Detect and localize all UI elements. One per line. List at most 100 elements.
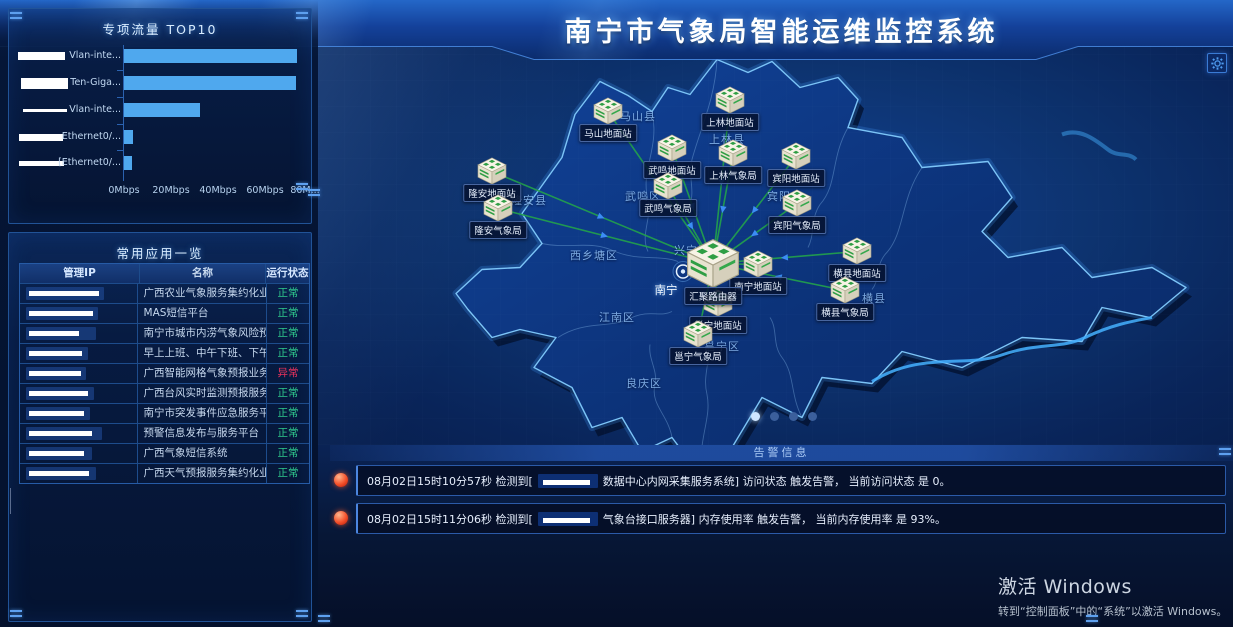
link-arrow [751, 205, 759, 214]
station-marker[interactable] [830, 276, 860, 308]
switch-icon [686, 238, 740, 288]
ip-redaction-bar [29, 431, 92, 436]
table-row[interactable]: 预警信息发布与服务平台（... 正常 [20, 423, 309, 443]
station-marker[interactable] [842, 237, 872, 269]
bar [124, 49, 297, 63]
table-row[interactable]: 广西气象短信系统 正常 [20, 443, 309, 463]
bar [124, 130, 134, 144]
ip-redaction [26, 407, 90, 420]
carousel-dot[interactable] [751, 412, 760, 421]
station-marker[interactable] [683, 320, 713, 352]
status-badge: 正常 [277, 307, 299, 319]
district-label: 马山县 [620, 110, 656, 123]
ip-cell [20, 404, 138, 423]
axis-tick-mark [117, 96, 124, 98]
alert-redaction-bar [542, 517, 590, 523]
column-header: 运行状态 [266, 267, 309, 279]
axis-tick-mark [117, 150, 124, 151]
station-label: 邕宁气象局 [669, 347, 727, 365]
app-name-cell: 广西气象短信系统 [138, 444, 267, 463]
switch-icon [830, 276, 860, 304]
station-marker[interactable] [657, 134, 687, 166]
ip-redaction-bar [29, 291, 99, 296]
carousel-dot[interactable] [808, 412, 817, 421]
station-marker[interactable] [477, 157, 507, 189]
app-name-cell: 广西天气预报服务集约化业... [138, 464, 267, 483]
ip-cell [20, 384, 138, 403]
alert-item[interactable]: 08月02日15时11分06秒 检测到[气象台接口服务器] 内存使用率 触发告警… [356, 503, 1226, 534]
switch-icon [781, 142, 811, 170]
ip-cell [20, 444, 138, 463]
ip-redaction-bar [29, 411, 84, 416]
carousel-dot[interactable] [789, 412, 798, 421]
station-marker[interactable] [743, 250, 773, 282]
station-label: 上林气象局 [704, 166, 762, 184]
bar-label: Ethernet0/... [61, 131, 121, 142]
table-row[interactable]: 广西智能网格气象预报业务... 异常 [20, 363, 309, 383]
app-name-cell: 广西台风实时监测预报服务... [138, 384, 267, 403]
bar-label: Ten-Giga... [70, 77, 121, 88]
bar-label: Vlan-inte... [69, 104, 121, 115]
station-marker[interactable] [483, 194, 513, 226]
x-axis-tick: 40Mbps [199, 185, 237, 196]
table-row[interactable]: 广西农业气象服务集约化业... 正常 [20, 283, 309, 303]
settings-button[interactable] [1207, 53, 1227, 73]
ip-redaction-bar [29, 451, 84, 456]
table-row[interactable]: 广西台风实时监测预报服务... 正常 [20, 383, 309, 403]
watermark-line2: 转到“控制面板”中的“系统”以激活 Windows。 [998, 605, 1228, 618]
chart-label-redaction [19, 160, 64, 166]
bar [124, 156, 133, 170]
district-border [541, 243, 679, 262]
status-badge: 异常 [277, 367, 299, 379]
page-title: 南宁市气象局智能运维监控系统 [564, 17, 999, 48]
ip-redaction [26, 467, 96, 480]
station-marker[interactable] [653, 172, 683, 204]
table-row[interactable]: 南宁市突发事件应急服务平... 正常 [20, 403, 309, 423]
district-border [689, 59, 718, 205]
app-name-cell: 南宁市城市内涝气象风险预... [138, 324, 267, 343]
table-row[interactable]: 广西天气预报服务集约化业... 正常 [20, 463, 309, 483]
app-name-cell: 广西智能网格气象预报业务... [138, 364, 267, 383]
ip-cell [20, 284, 138, 303]
status-badge: 正常 [277, 327, 299, 339]
ip-redaction-bar [29, 371, 81, 376]
link-arrow [750, 229, 759, 237]
alert-text: 08月02日15时10分57秒 检测到[ [367, 474, 533, 488]
station-marker[interactable] [715, 86, 745, 118]
x-axis-tick: 60Mbps [246, 185, 284, 196]
chart-label-redaction [19, 133, 63, 141]
station-label: 上林地面站 [701, 113, 759, 131]
table-header-row: 管理IP 名称 运行状态 [20, 264, 309, 283]
station-label: 横县气象局 [816, 303, 874, 321]
ip-redaction [26, 307, 98, 320]
district-label: 横县 [862, 292, 886, 305]
table-row[interactable]: MAS短信平台 正常 [20, 303, 309, 323]
table-row[interactable]: 南宁市城市内涝气象风险预... 正常 [20, 323, 309, 343]
chart-y-axis [123, 45, 124, 181]
status-badge: 正常 [277, 287, 299, 299]
ip-redaction [26, 387, 94, 400]
ip-redaction [26, 447, 92, 460]
table-row[interactable]: 早上上班、中午下班、下午... 正常 [20, 343, 309, 363]
alert-item[interactable]: 08月02日15时10分57秒 检测到[ 数据中心内网采集服务系统] 访问状态 触… [356, 465, 1226, 496]
link-arrow [600, 231, 608, 239]
switch-icon [653, 172, 683, 200]
alert-panel: 告警信息 08月02日15时10分57秒 检测到[数据中心内网采集服务系统] 访… [330, 444, 1233, 544]
alert-text: 数据中心内网采集服务系统] 访问状态 触发告警， 当前访问状态 是 0。 [602, 474, 951, 488]
switch-icon [842, 237, 872, 265]
district-label: 江南区 [599, 311, 635, 324]
hub-router-marker[interactable] [686, 238, 740, 293]
link-arrow [780, 254, 789, 261]
status-badge: 正常 [277, 447, 299, 459]
station-marker[interactable] [593, 97, 623, 129]
station-label: 宾阳气象局 [768, 216, 826, 234]
carousel-dot[interactable] [770, 412, 779, 421]
district-label: 西乡塘区 [570, 249, 618, 262]
apps-panel-title: 常用应用一览 [116, 246, 204, 261]
station-marker[interactable] [718, 139, 748, 171]
station-marker[interactable] [782, 189, 812, 221]
column-header: 名称 [140, 264, 266, 283]
x-axis-tick: 20Mbps [152, 185, 190, 196]
link-arrow [596, 212, 605, 219]
app-name-cell: MAS短信平台 [138, 304, 267, 323]
